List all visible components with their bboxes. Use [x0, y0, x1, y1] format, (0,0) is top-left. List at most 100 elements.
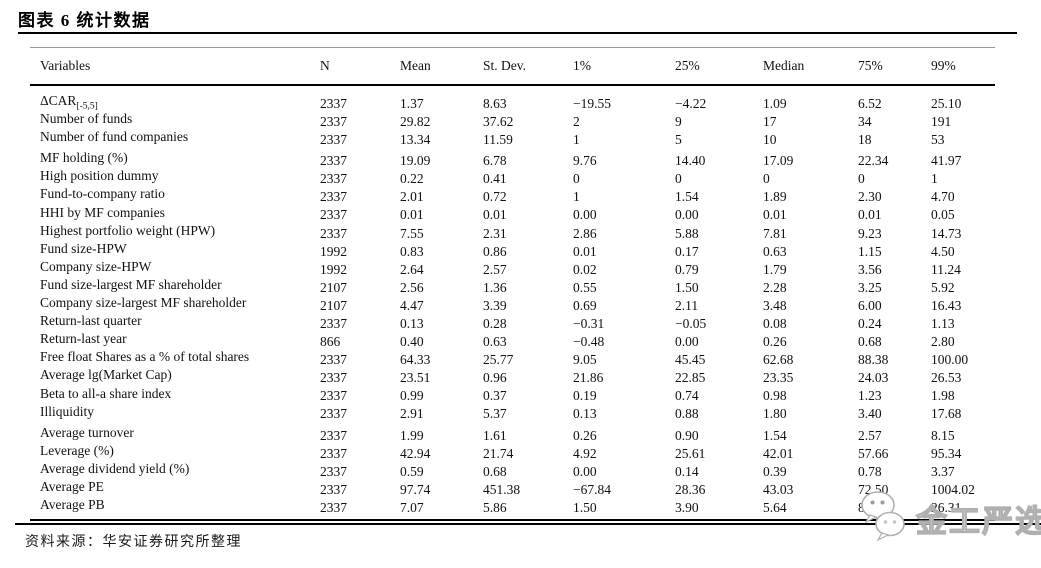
cell-p1: −19.55 — [573, 95, 611, 111]
cell-p75: 2.30 — [858, 189, 882, 205]
table-row: Illiquidity 2337 2.91 5.37 0.13 0.88 1.8… — [30, 403, 995, 422]
cell-p75: 88.38 — [858, 352, 889, 368]
cell-variable: Illiquidity — [40, 403, 94, 419]
cell-variable: Number of fund companies — [40, 129, 189, 145]
cell-p99: 16.43 — [931, 297, 962, 313]
cell-p75: 3.25 — [858, 279, 882, 295]
cell-p25: 5 — [675, 132, 682, 148]
table-row: Average PE 2337 97.74 451.38 −67.84 28.3… — [30, 478, 995, 497]
cell-median: 0.98 — [763, 388, 787, 404]
cell-mean: 19.09 — [400, 153, 431, 169]
cell-variable: High position dummy — [40, 168, 159, 184]
table-row: Return-last quarter 2337 0.13 0.28 −0.31… — [30, 312, 995, 331]
col-header-median: Median — [763, 58, 805, 73]
cell-p25: 0.00 — [675, 207, 699, 223]
cell-stdev: 8.63 — [483, 95, 507, 111]
cell-p1: 2 — [573, 113, 580, 129]
cell-p25: 14.40 — [675, 153, 706, 169]
cell-n: 2337 — [320, 315, 347, 331]
col-header-variables: Variables — [40, 58, 91, 73]
cell-variable: Highest portfolio weight (HPW) — [40, 222, 216, 238]
table-row: HHI by MF companies 2337 0.01 0.01 0.00 … — [30, 204, 995, 223]
watermark-text: 金工严选 — [915, 503, 1041, 539]
table-row: Number of funds 2337 29.82 37.62 2 9 17 … — [30, 110, 995, 129]
cell-p1: 21.86 — [573, 370, 604, 386]
cell-p99: 4.50 — [931, 243, 955, 259]
cell-p25: 3.90 — [675, 499, 699, 515]
cell-p25: 1.50 — [675, 279, 699, 295]
table-top-rule — [30, 47, 995, 48]
cell-stdev: 11.59 — [483, 132, 513, 148]
cell-stdev: 3.39 — [483, 297, 507, 313]
cell-p99: 14.73 — [931, 225, 962, 241]
cell-p99: 8.15 — [931, 427, 955, 443]
stats-table: Variables N Mean St. Dev. 1% 25% Median … — [30, 47, 995, 522]
cell-variable: Company size-largest MF shareholder — [40, 295, 247, 311]
cell-p1: 0.55 — [573, 279, 597, 295]
table-title: 图表 6 统计数据 — [18, 11, 151, 30]
table-row: Average PB 2337 7.07 5.86 1.50 3.90 5.64… — [30, 496, 995, 515]
cell-mean: 0.83 — [400, 243, 424, 259]
cell-variable: Average turnover — [40, 424, 134, 440]
cell-p1: 9.76 — [573, 153, 597, 169]
cell-mean: 42.94 — [400, 445, 431, 461]
cell-p25: 0.74 — [675, 388, 699, 404]
table-row: ΔCAR[-5,5] 2337 1.37 8.63 −19.55 −4.22 1… — [30, 92, 995, 112]
cell-n: 866 — [320, 334, 341, 350]
cell-p25: 22.85 — [675, 370, 706, 386]
cell-mean: 0.22 — [400, 171, 424, 187]
cell-stdev: 1.61 — [483, 427, 507, 443]
cell-stdev: 0.41 — [483, 171, 507, 187]
table-row: Leverage (%) 2337 42.94 21.74 4.92 25.61… — [30, 442, 995, 461]
cell-p1: 9.05 — [573, 352, 597, 368]
cell-p25: 1.54 — [675, 189, 699, 205]
cell-median: 0.01 — [763, 207, 787, 223]
table-row: Highest portfolio weight (HPW) 2337 7.55… — [30, 222, 995, 241]
cell-p25: 28.36 — [675, 481, 706, 497]
table-row: Number of fund companies 2337 13.34 11.5… — [30, 128, 995, 148]
table-row: Company size-HPW 1992 2.64 2.57 0.02 0.7… — [30, 258, 995, 277]
wechat-icon — [861, 491, 905, 542]
cell-n: 2337 — [320, 225, 347, 241]
cell-stdev: 0.68 — [483, 463, 507, 479]
cell-p75: 0 — [858, 171, 865, 187]
table-row: Return-last year 866 0.40 0.63 −0.48 0.0… — [30, 330, 995, 350]
table-row: Beta to all-a share index 2337 0.99 0.37… — [30, 385, 995, 404]
cell-p75: 0.24 — [858, 315, 882, 331]
cell-median: 2.28 — [763, 279, 787, 295]
cell-p99: 17.68 — [931, 406, 962, 422]
cell-median: 62.68 — [763, 352, 794, 368]
cell-variable: Average lg(Market Cap) — [40, 367, 172, 383]
cell-variable: Average PB — [40, 497, 105, 513]
cell-n: 2107 — [320, 297, 347, 313]
cell-stdev: 0.37 — [483, 388, 507, 404]
cell-n: 2337 — [320, 406, 347, 422]
cell-variable: Number of funds — [40, 111, 133, 127]
cell-variable: Fund size-HPW — [40, 240, 127, 256]
cell-n: 2337 — [320, 370, 347, 386]
cell-p99: 2.80 — [931, 334, 955, 350]
cell-n: 1992 — [320, 243, 347, 259]
cell-stdev: 451.38 — [483, 481, 521, 497]
cell-p75: 6.52 — [858, 95, 882, 111]
col-header-mean: Mean — [400, 58, 431, 73]
cell-p99: 25.10 — [931, 95, 962, 111]
cell-stdev: 0.63 — [483, 334, 507, 350]
cell-p75: 6.00 — [858, 297, 882, 313]
cell-variable: Return-last quarter — [40, 313, 142, 329]
cell-n: 1992 — [320, 261, 347, 277]
cell-p99: 1.13 — [931, 315, 955, 331]
cell-p25: 25.61 — [675, 445, 706, 461]
cell-n: 2337 — [320, 481, 347, 497]
col-header-p99: 99% — [931, 58, 956, 73]
cell-mean: 0.59 — [400, 463, 424, 479]
cell-p99: 5.92 — [931, 279, 955, 295]
cell-stdev: 5.86 — [483, 499, 507, 515]
cell-mean: 2.01 — [400, 189, 424, 205]
col-header-p75: 75% — [858, 58, 883, 73]
cell-p1: 1 — [573, 132, 580, 148]
cell-p25: 0.88 — [675, 406, 699, 422]
cell-median: 0 — [763, 171, 770, 187]
cell-stdev: 1.36 — [483, 279, 507, 295]
cell-p99: 4.70 — [931, 189, 955, 205]
